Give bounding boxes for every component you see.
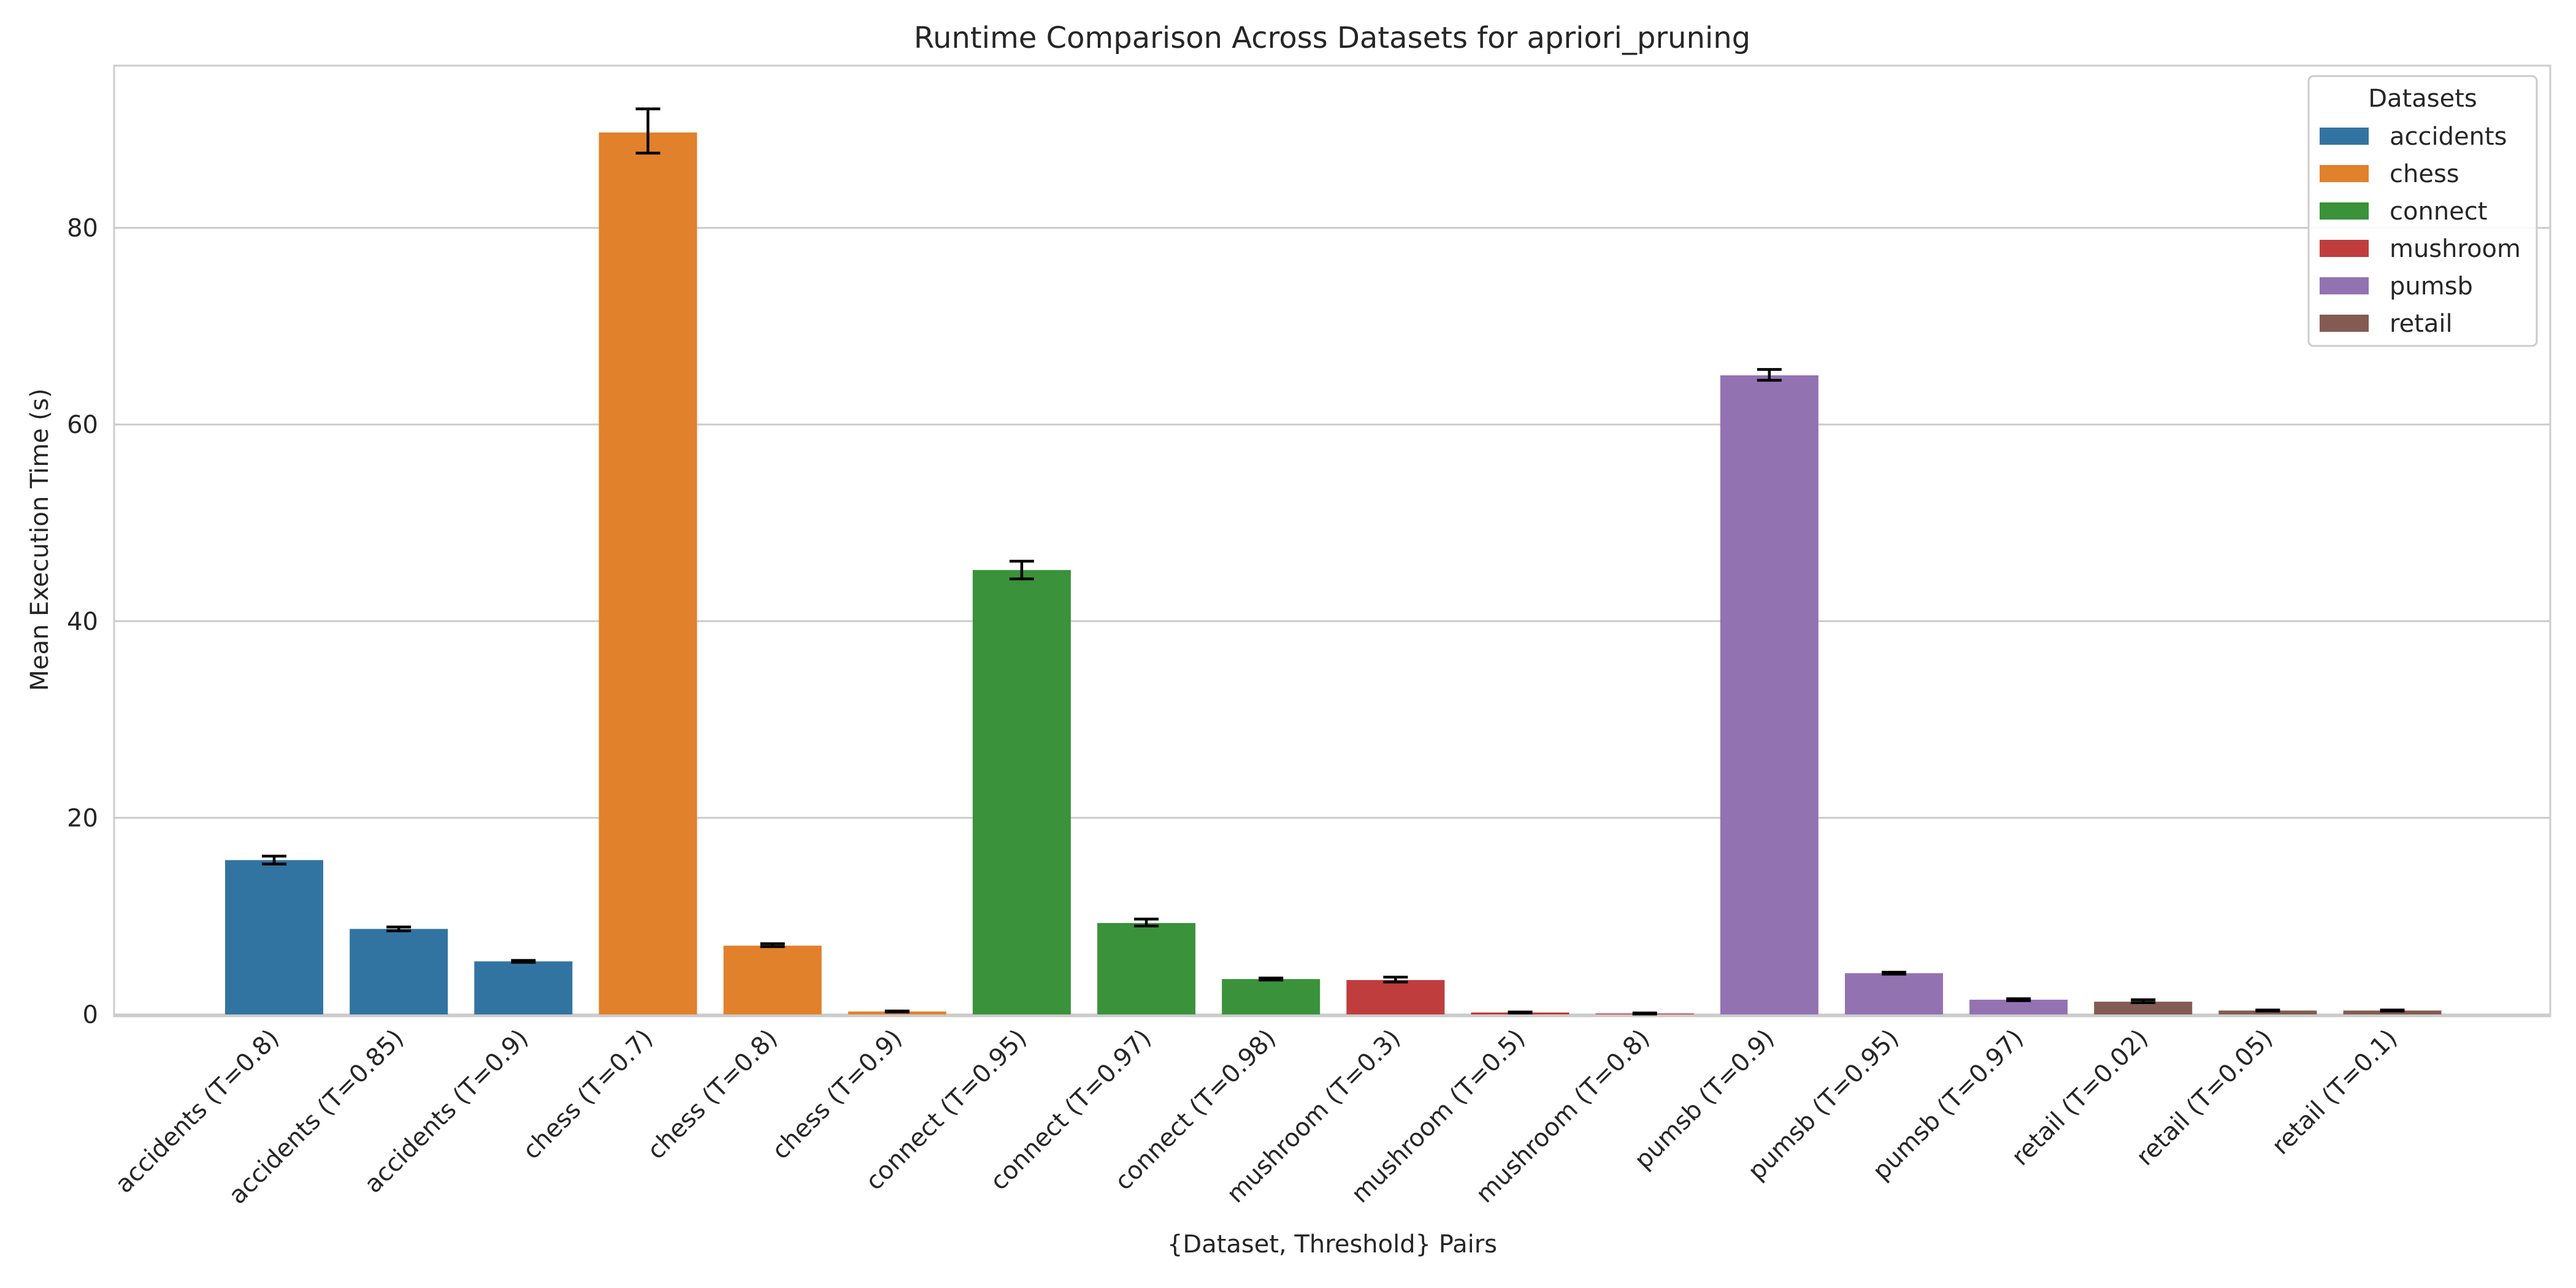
y-axis-ticks: 0 20 40 60 80: [67, 215, 98, 1029]
x-axis-ticks: accidents (T=0.8)accidents (T=0.85)accid…: [110, 1024, 2403, 1210]
error-bar: [1383, 975, 1408, 984]
bar: [599, 132, 697, 1015]
error-bar: [2255, 1008, 2280, 1013]
y-tick-label: 40: [67, 608, 98, 636]
bar: [2094, 1002, 2193, 1014]
bar: [225, 860, 323, 1014]
legend-title: Datasets: [2368, 85, 2477, 113]
error-bar: [1259, 976, 1284, 982]
bar: [1346, 979, 1445, 1014]
x-tick-label: chess (T=0.8): [642, 1024, 783, 1165]
bars: [225, 132, 2442, 1015]
y-tick-label: 80: [67, 215, 98, 243]
bar: [350, 929, 448, 1014]
x-tick-label: retail (T=0.05): [2131, 1024, 2278, 1171]
error-bar: [386, 926, 412, 932]
legend-swatch: [2320, 202, 2369, 220]
legend-item: connect: [2320, 197, 2487, 226]
legend-entries: accidents chess connect mushroom pumsb retail: [2320, 123, 2521, 338]
legend-label: accidents: [2390, 123, 2507, 151]
bar: [1097, 922, 1196, 1014]
error-bar: [1134, 918, 1159, 927]
legend-swatch: [2320, 240, 2369, 257]
legend-item: mushroom: [2320, 235, 2521, 263]
legend-swatch: [2320, 165, 2369, 182]
error-bar: [1632, 1011, 1657, 1016]
error-bar: [760, 942, 785, 948]
error-bar: [635, 107, 661, 155]
legend-label: mushroom: [2390, 235, 2521, 263]
error-bar: [1757, 368, 1782, 382]
x-tick-label: chess (T=0.7): [518, 1024, 659, 1165]
bar: [1720, 375, 1819, 1014]
legend-label: chess: [2390, 160, 2459, 188]
legend-swatch: [2320, 315, 2369, 332]
y-axis-label: Mean Execution Time (s): [26, 388, 54, 691]
error-bar: [1508, 1010, 1533, 1014]
error-bar: [2006, 997, 2031, 1002]
bar: [723, 945, 822, 1014]
error-bar: [884, 1010, 910, 1014]
bar: [1222, 979, 1321, 1014]
legend-item: retail: [2320, 310, 2453, 338]
plot-frame: [113, 64, 2551, 1018]
legend-swatch: [2320, 277, 2369, 294]
x-axis-label: {Dataset, Threshold} Pairs: [1167, 1230, 1497, 1259]
x-tick-label: chess (T=0.9): [767, 1024, 908, 1165]
chart-title: Runtime Comparison Across Datasets for a…: [914, 21, 1750, 55]
error-bar: [1881, 970, 1906, 976]
bar: [2218, 1010, 2317, 1014]
bar: [1844, 973, 1943, 1014]
y-tick-label: 20: [67, 804, 98, 832]
error-bars: [262, 107, 2405, 1016]
gridlines: [114, 227, 2550, 1016]
legend-item: pumsb: [2320, 272, 2473, 301]
legend-label: pumsb: [2390, 272, 2473, 301]
bar: [1969, 999, 2068, 1014]
x-tick-label: retail (T=0.02): [2006, 1024, 2153, 1171]
y-tick-label: 60: [67, 411, 98, 439]
legend-label: connect: [2390, 197, 2487, 226]
y-tick-label: 0: [83, 1001, 98, 1029]
error-bar: [511, 959, 536, 964]
legend: Datasets accidents chess connect mushroom pu…: [2307, 75, 2538, 347]
bar: [2343, 1010, 2442, 1014]
legend-item: accidents: [2320, 123, 2507, 151]
bar: [972, 570, 1071, 1014]
legend-label: retail: [2390, 310, 2453, 338]
error-bar: [262, 854, 286, 865]
x-tick-label: retail (T=0.1): [2267, 1024, 2403, 1160]
error-bar: [1009, 559, 1034, 581]
error-bar: [2380, 1008, 2405, 1013]
bar: [474, 961, 573, 1014]
error-bar: [2131, 998, 2156, 1005]
legend-item: chess: [2320, 160, 2459, 188]
legend-swatch: [2320, 128, 2369, 145]
